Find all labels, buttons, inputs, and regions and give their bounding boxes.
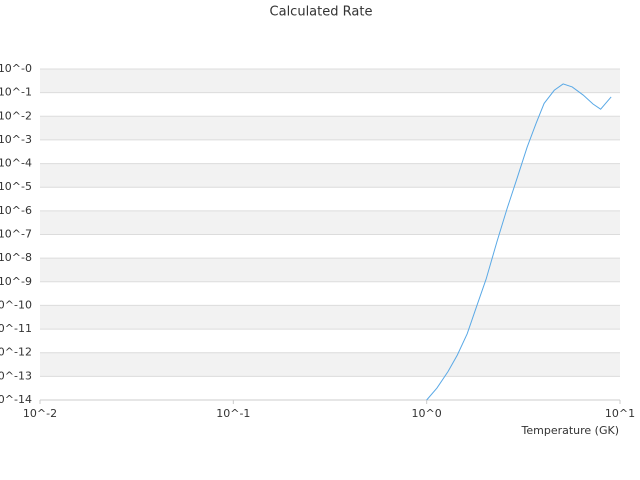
y-tick-label: 10^-14: [0, 393, 32, 406]
y-tick-label: 10^-5: [0, 180, 32, 193]
x-tick-label: 10^1: [605, 407, 635, 420]
grid-band: [40, 305, 620, 330]
y-tick-label: 10^-12: [0, 346, 32, 359]
grid-band: [40, 69, 620, 93]
x-axis-label: Temperature (GK): [521, 424, 620, 437]
y-tick-label: 10^-0: [0, 62, 32, 75]
grid-band: [40, 163, 620, 188]
y-tick-label: 10^-8: [0, 251, 32, 264]
x-tick-label: 10^-2: [23, 407, 57, 420]
y-tick-label: 10^-3: [0, 133, 32, 146]
grid-band: [40, 210, 620, 235]
y-tick-label: 10^-1: [0, 86, 32, 99]
y-tick-label: 10^-6: [0, 204, 32, 217]
y-tick-label: 10^-13: [0, 369, 32, 382]
grid-band: [40, 116, 620, 140]
chart-title: Calculated Rate: [270, 5, 373, 20]
y-tick-label: 10^-10: [0, 298, 32, 311]
y-tick-label: 10^-4: [0, 157, 32, 170]
x-tick-label: 10^-1: [216, 407, 250, 420]
y-tick-label: 10^-9: [0, 275, 32, 288]
y-tick-label: 10^-7: [0, 228, 32, 241]
x-tick-label: 10^0: [412, 407, 442, 420]
grid-band: [40, 258, 620, 282]
y-tick-label: 10^-11: [0, 322, 32, 335]
line-series: [426, 83, 612, 401]
y-tick-label: 10^-2: [0, 109, 32, 122]
grid-band: [40, 352, 620, 377]
